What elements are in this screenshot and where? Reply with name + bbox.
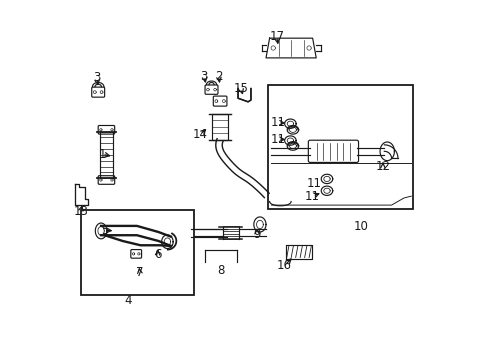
Text: 14: 14 [192,128,207,141]
Text: 3: 3 [200,69,207,82]
Text: 16: 16 [277,259,291,272]
Text: 6: 6 [154,248,161,261]
Text: 12: 12 [375,160,389,173]
Text: 7: 7 [136,266,143,279]
Text: 11: 11 [305,190,320,203]
Text: 1: 1 [98,148,106,161]
Text: 3: 3 [93,71,100,84]
Text: 10: 10 [353,220,368,233]
Text: 9: 9 [253,228,260,241]
Polygon shape [238,89,250,102]
Text: 13: 13 [73,205,88,218]
Bar [267,85,412,209]
Text: 15: 15 [233,82,248,95]
Bar [81,211,194,295]
Text: 17: 17 [269,30,284,43]
Text: 2: 2 [215,69,222,82]
Text: 5: 5 [101,224,108,237]
Text: 8: 8 [217,264,224,277]
Text: 11: 11 [270,132,285,145]
FancyBboxPatch shape [308,140,358,162]
Text: 11: 11 [306,177,321,190]
Bar [212,114,227,140]
Text: 11: 11 [270,116,285,129]
Text: 4: 4 [124,294,131,307]
